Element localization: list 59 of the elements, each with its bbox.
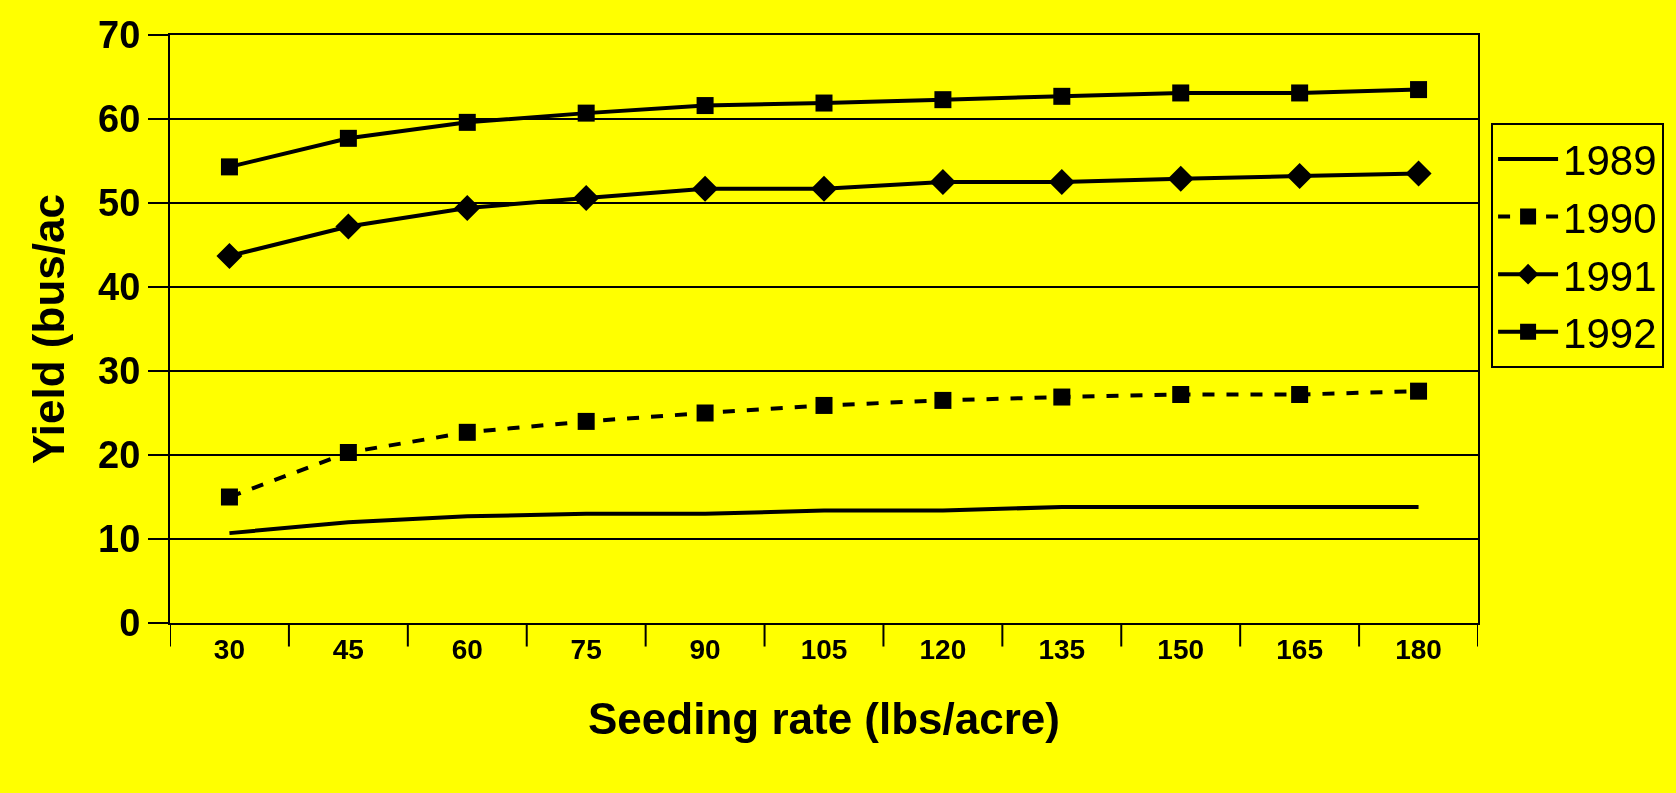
point — [458, 423, 476, 441]
point — [1405, 160, 1432, 187]
y-tick-label: 60 — [98, 98, 141, 141]
y-tick-label: 30 — [98, 350, 141, 393]
x-tick-label: 150 — [1157, 633, 1205, 665]
point — [1286, 163, 1313, 190]
point — [1048, 169, 1075, 195]
point — [696, 97, 714, 115]
point — [335, 213, 362, 240]
point — [692, 175, 719, 202]
point — [696, 404, 714, 422]
point — [1053, 388, 1071, 406]
point — [815, 396, 833, 414]
point — [220, 158, 238, 176]
y-tick-label: 70 — [98, 14, 141, 57]
point — [1291, 84, 1309, 102]
point — [216, 242, 243, 269]
y-tick-label: 40 — [98, 266, 141, 309]
x-tick-label: 180 — [1395, 633, 1442, 665]
legend-label: 1989 — [1563, 137, 1657, 185]
point — [458, 113, 476, 131]
point — [1410, 382, 1428, 400]
point — [577, 412, 595, 430]
point — [454, 195, 481, 222]
point — [1291, 386, 1309, 404]
y-tick-label: 0 — [119, 602, 141, 645]
x-tick-label: 60 — [451, 633, 483, 665]
point — [811, 175, 837, 202]
point — [577, 104, 595, 122]
legend-label: 1990 — [1563, 194, 1657, 242]
x-tick-label: 135 — [1038, 633, 1086, 665]
y-axis-title: Yield (bus/ac — [23, 194, 73, 464]
legend-label: 1992 — [1563, 310, 1657, 358]
point — [815, 94, 833, 112]
x-tick-label: 45 — [332, 633, 364, 665]
x-tick-label: 90 — [689, 633, 721, 665]
x-tick-label: 105 — [800, 633, 848, 665]
legend-label: 1991 — [1563, 252, 1657, 300]
point — [339, 129, 357, 147]
point — [929, 169, 956, 195]
x-tick-label: 30 — [213, 633, 246, 665]
x-axis-title: Seeding rate (lbs/acre) — [588, 694, 1060, 744]
point — [1167, 165, 1194, 192]
point — [934, 91, 952, 109]
y-tick-label: 10 — [98, 518, 141, 561]
x-tick-label: 75 — [570, 633, 602, 665]
point — [573, 184, 600, 211]
y-tick-label: 20 — [98, 434, 141, 477]
x-tick-label: 165 — [1276, 633, 1323, 665]
point — [339, 443, 357, 461]
y-tick-label: 50 — [98, 182, 141, 225]
point — [220, 488, 238, 506]
point — [1410, 81, 1428, 99]
x-tick-label: 120 — [919, 633, 967, 665]
point — [1172, 386, 1190, 404]
point — [1172, 84, 1190, 102]
line-series — [227, 505, 1421, 536]
point — [1053, 87, 1071, 105]
point — [934, 391, 952, 409]
